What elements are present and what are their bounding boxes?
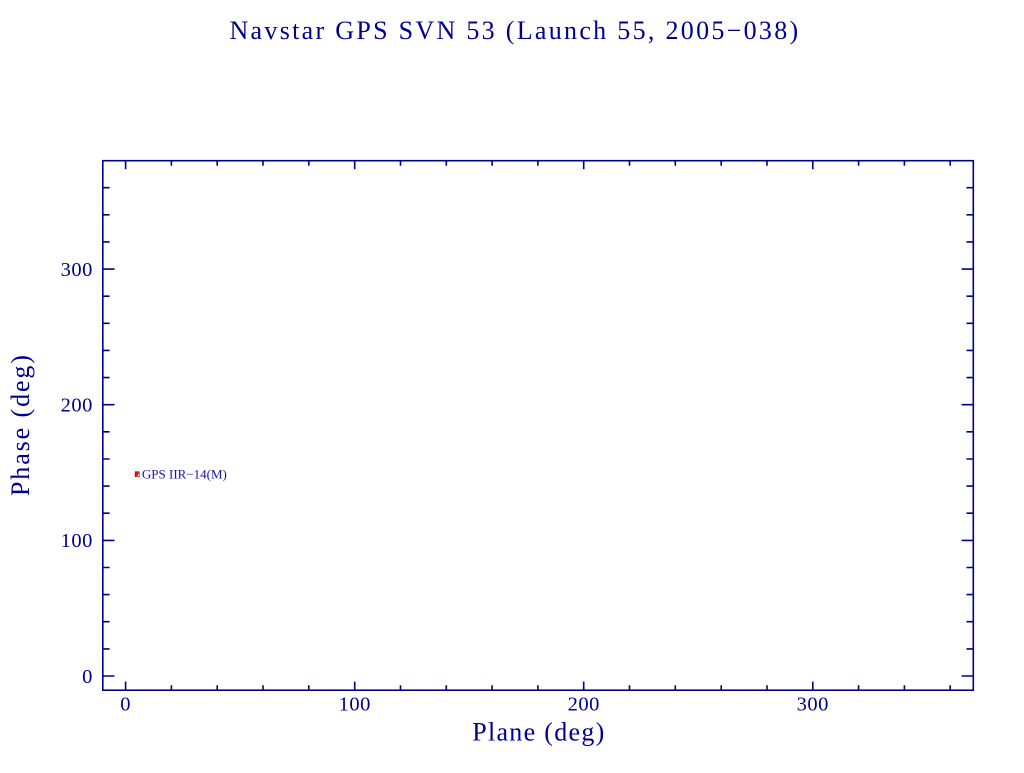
svg-text:300: 300 xyxy=(797,694,829,716)
svg-text:100: 100 xyxy=(339,694,371,716)
svg-text:Plane (deg): Plane (deg) xyxy=(472,718,605,747)
svg-text:100: 100 xyxy=(61,530,93,552)
svg-text:0: 0 xyxy=(120,694,131,716)
svg-text:Navstar GPS SVN 53 (Launch 55,: Navstar GPS SVN 53 (Launch 55, 2005−038) xyxy=(229,16,800,45)
svg-text:0: 0 xyxy=(82,666,93,688)
svg-text:Phase (deg): Phase (deg) xyxy=(6,353,35,496)
svg-text:300: 300 xyxy=(61,259,93,281)
svg-text:200: 200 xyxy=(61,395,93,417)
svg-text:GPS IIR−14(M): GPS IIR−14(M) xyxy=(142,466,227,481)
svg-text:200: 200 xyxy=(568,694,600,716)
